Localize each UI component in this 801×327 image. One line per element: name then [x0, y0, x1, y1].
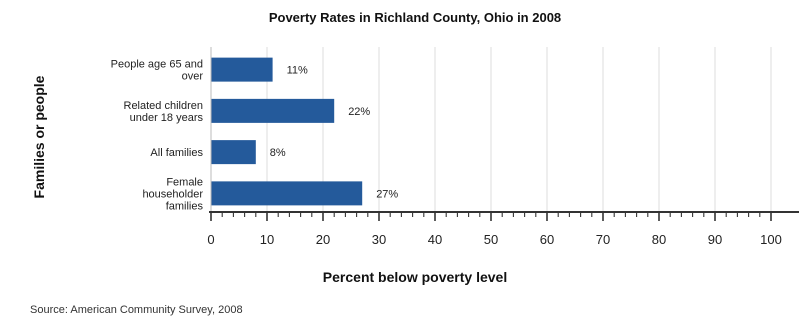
x-tick-label: 100	[760, 232, 782, 247]
bar	[211, 140, 256, 165]
x-tick-label: 80	[652, 232, 666, 247]
x-tick-label: 0	[207, 232, 214, 247]
x-tick-label: 60	[540, 232, 554, 247]
y-axis-title: Families or people	[31, 75, 47, 198]
category-label: Female householder families	[142, 176, 203, 212]
data-label: 22%	[348, 106, 370, 118]
category-label: All families	[150, 147, 203, 159]
bar	[211, 98, 335, 123]
data-label: 11%	[287, 65, 308, 77]
bar	[211, 181, 363, 206]
bars: 11% 22% 8% 27%	[211, 57, 398, 206]
x-axis-title: Percent below poverty level	[323, 269, 507, 285]
x-tick-label: 10	[260, 232, 274, 247]
x-tick-label: 50	[484, 232, 498, 247]
category-label: Related children under 18 years	[124, 100, 204, 124]
x-tick-label: 30	[372, 232, 386, 247]
x-tick-label: 90	[708, 232, 722, 247]
gridlines	[266, 47, 772, 212]
data-label: 8%	[270, 147, 286, 159]
data-label: 27%	[376, 188, 398, 200]
chart-title: Poverty Rates in Richland County, Ohio i…	[269, 10, 561, 25]
x-axis: 0 10 20 30 40 50 60 70 80 90 100	[207, 47, 799, 247]
category-labels: People age 65 and over Related children und…	[111, 59, 204, 213]
category-label: People age 65 and over	[111, 59, 204, 83]
x-tick-label: 70	[596, 232, 610, 247]
x-tick-label: 40	[428, 232, 442, 247]
x-tick-label: 20	[316, 232, 330, 247]
source-note: Source: American Community Survey, 2008	[30, 304, 243, 316]
bar	[211, 57, 273, 82]
